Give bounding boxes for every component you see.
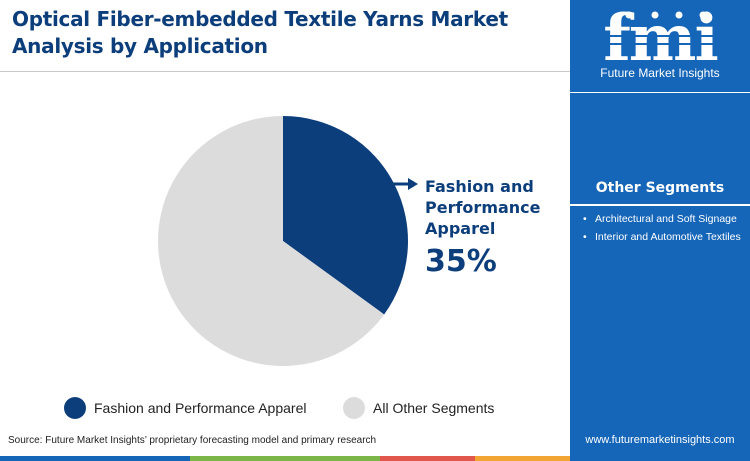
- title-divider: [0, 71, 570, 72]
- source-note: Source: Future Market Insights’ propriet…: [8, 435, 377, 446]
- pie-slice-fashion: [283, 116, 408, 315]
- list-item-label: Interior and Automotive Textiles: [595, 230, 741, 243]
- other-segments-underline: [570, 204, 750, 206]
- pie-chart: [157, 116, 418, 367]
- bullet-icon: •: [583, 213, 587, 225]
- bottom-bar-green: [190, 456, 380, 461]
- bottom-bar-orange: [475, 456, 570, 461]
- legend-item-other: All Other Segments: [343, 396, 494, 420]
- list-item-label: Architectural and Soft Signage: [595, 213, 737, 225]
- chart-area: Optical Fiber-embedded Textile Yarns Mar…: [0, 7, 570, 461]
- svg-text:fmi: fmi: [603, 6, 717, 76]
- callout-arrow-icon: [408, 178, 418, 190]
- pie-slice-other: [157, 116, 385, 367]
- legend-swatch-fashion: [64, 397, 86, 419]
- sidebar-divider: [570, 92, 750, 93]
- legend-label-other: All Other Segments: [373, 400, 495, 416]
- logo-tagline: Future Market Insights: [600, 66, 720, 80]
- other-segments-title: Other Segments: [595, 180, 725, 196]
- sidebar-panel: fmi Future Market Insights Other Segment…: [570, 0, 750, 461]
- legend-item-fashion: Fashion and Performance Apparel: [64, 396, 306, 420]
- legend-label-fashion: Fashion and Performance Apparel: [94, 400, 307, 416]
- bottom-bar-red: [380, 456, 475, 461]
- bottom-color-bar: [0, 456, 570, 461]
- fmi-logo: fmi: [597, 6, 723, 76]
- callout-value: 35%: [425, 244, 497, 279]
- website-link[interactable]: www.futuremarketinsights.com: [585, 434, 735, 446]
- legend-swatch-other: [343, 397, 365, 419]
- page-title: Optical Fiber-embedded Textile Yarns Mar…: [12, 7, 508, 58]
- list-item: • Interior and Automotive Textiles: [582, 230, 742, 246]
- other-segments-list: • Architectural and Soft Signage • Interio…: [582, 212, 742, 247]
- bottom-bar-blue: [0, 456, 190, 461]
- callout-label: Fashion and Performance Apparel: [425, 177, 541, 238]
- legend: Fashion and Performance Apparel All Othe…: [0, 396, 570, 420]
- bullet-icon: •: [583, 230, 587, 243]
- list-item: • Architectural and Soft Signage: [582, 212, 742, 228]
